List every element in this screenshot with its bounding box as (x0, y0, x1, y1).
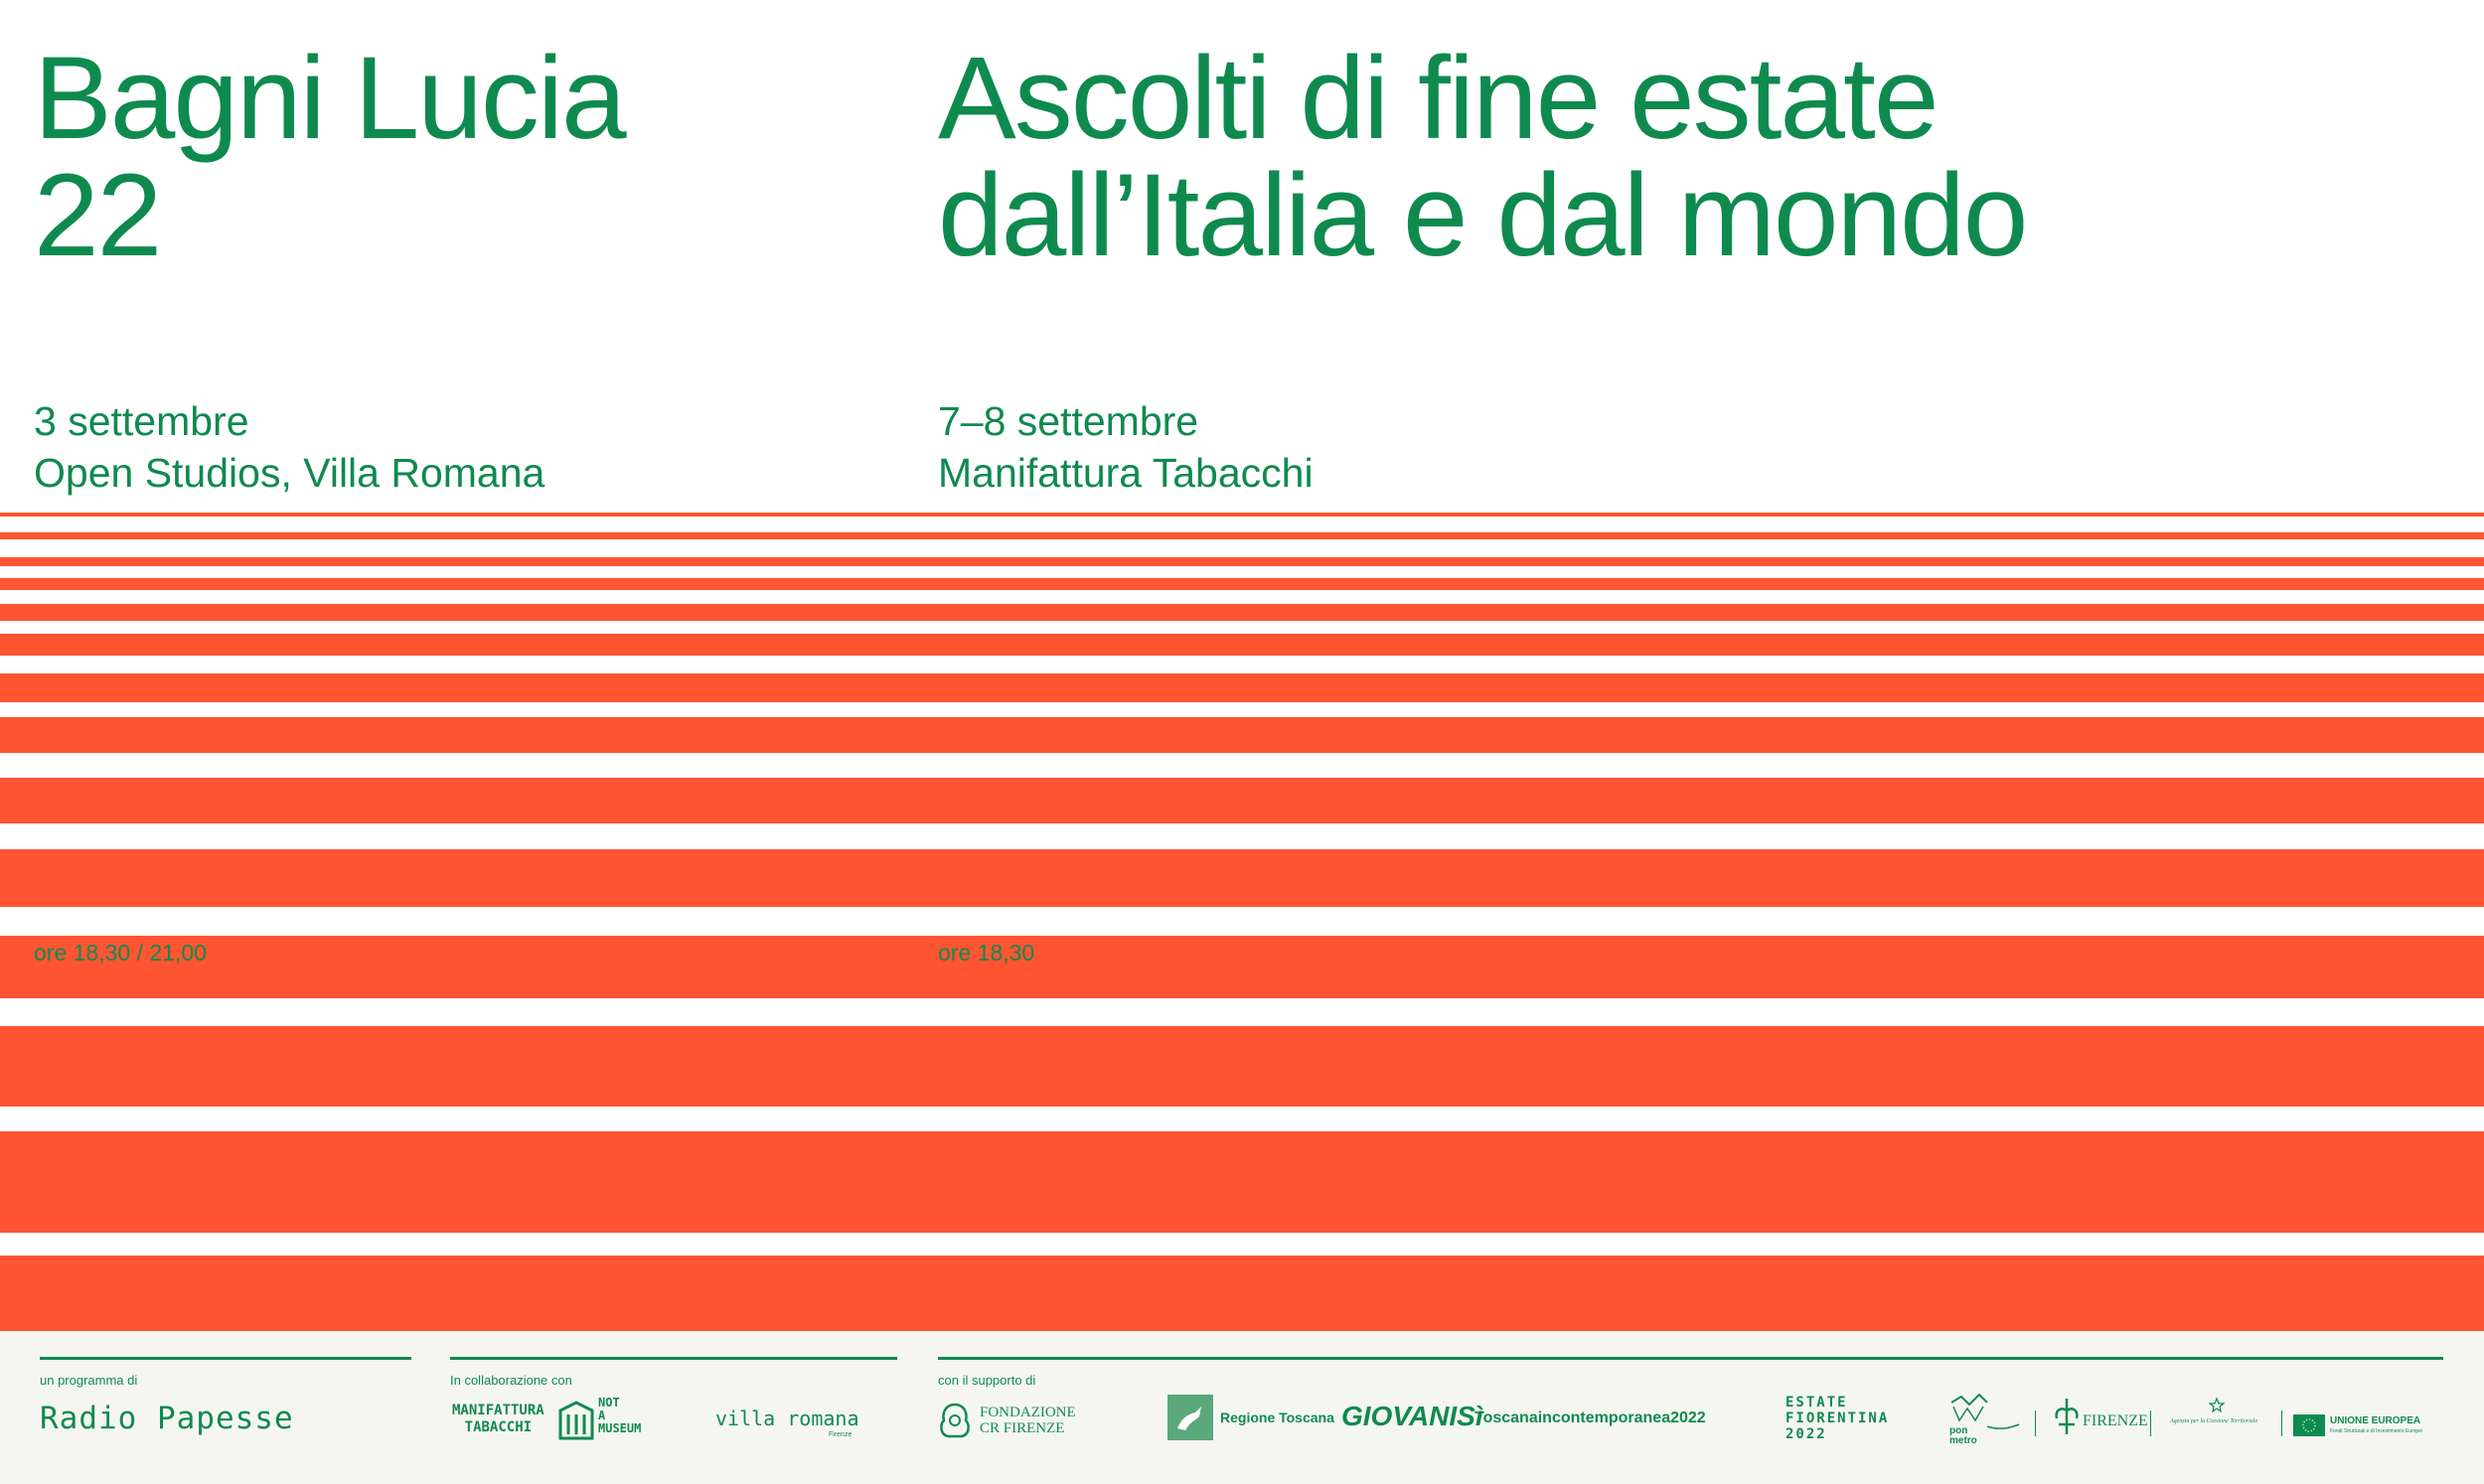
stripe (0, 1131, 2484, 1233)
right-title-line1: Ascolti di fine estate (938, 33, 1939, 164)
manifattura-tabacchi-logo: MANIFATTURA TABACCHI (452, 1403, 544, 1436)
program-label: un programma di (40, 1373, 138, 1388)
manifattura-logo-line1: MANIFATTURA (452, 1403, 544, 1418)
footer-separator (2150, 1410, 2151, 1436)
estate-line3: 2022 (1785, 1426, 1827, 1442)
collab-label: In collaborazione con (450, 1373, 572, 1388)
stripe (0, 1256, 2484, 1331)
left-venue: Open Studios, Villa Romana (34, 450, 545, 496)
stripe (0, 578, 2484, 590)
stripe (0, 778, 2484, 823)
fondazione-cr-firenze-logo: FONDAZIONE CR FIRENZE (980, 1405, 1076, 1436)
fondazione-line2: CR FIRENZE (980, 1420, 1065, 1436)
right-venue: Manifattura Tabacchi (938, 450, 1314, 496)
villa-romana-logo: villa romana (715, 1407, 859, 1430)
italian-emblem-icon (2209, 1397, 2225, 1413)
estate-fiorentina-logo: ESTATE FIORENTINA 2022 (1785, 1395, 1889, 1442)
left-title-line2: 22 (34, 150, 162, 281)
unione-europea-sub: Fondi Strutturali e di Investimento Euro… (2330, 1428, 2423, 1434)
right-title-line2: dall’Italia e dal mondo (938, 150, 2028, 281)
giovanisi-logo: GIOVANISì (1341, 1401, 1483, 1431)
estate-line1: ESTATE (1785, 1395, 1848, 1410)
footer-separator (2035, 1410, 2036, 1436)
radio-papesse-logo: Radio Papesse (40, 1401, 294, 1436)
stripe (0, 849, 2484, 907)
manifattura-logo-line2: TABACCHI (464, 1419, 533, 1435)
eu-stars-icon (2302, 1418, 2316, 1432)
stripe (0, 532, 2484, 539)
eu-flag-icon (2293, 1414, 2325, 1436)
footer-divider (450, 1357, 897, 1360)
not-a-museum-line2: A (598, 1409, 606, 1422)
florence-lily-icon (2055, 1399, 2079, 1434)
pon-metro-icon (1950, 1393, 2020, 1429)
agenzia-coesione-logo: Agenzia per la Coesione Territoriale (2170, 1418, 2258, 1424)
fondazione-cr-firenze-icon (940, 1403, 970, 1438)
regione-toscana-emblem (1167, 1395, 1213, 1440)
left-time: ore 18,30 / 21,00 (34, 940, 207, 965)
toscanaincontemporanea-logo: Toscanaincontemporanea2022 (1475, 1410, 1706, 1426)
stripe (0, 634, 2484, 656)
stripe-graphic (0, 507, 2484, 1331)
not-a-museum-icon (558, 1401, 594, 1440)
fondazione-line1: FONDAZIONE (980, 1405, 1076, 1420)
comune-firenze-logo: FIRENZE (2083, 1412, 2148, 1429)
stripe (0, 557, 2484, 566)
stripe (0, 936, 2484, 998)
stripe (0, 513, 2484, 517)
estate-line2: FIORENTINA (1785, 1410, 1890, 1426)
villa-romana-sub: Firenze (829, 1431, 853, 1438)
stripe (0, 604, 2484, 621)
not-a-museum-line1: NOT (598, 1396, 620, 1410)
pon-metro-logo: pon metro (1949, 1425, 1977, 1446)
footer-divider (938, 1357, 2443, 1360)
footer-separator (2281, 1410, 2282, 1436)
support-label: con il supporto di (938, 1373, 1036, 1388)
left-title-line1: Bagni Lucia (34, 33, 627, 164)
unione-europea-logo: UNIONE EUROPEA (2330, 1415, 2421, 1426)
regione-toscana-logo: Regione Toscana (1220, 1410, 1334, 1425)
left-date: 3 settembre (34, 398, 249, 444)
right-date: 7–8 settembre (938, 398, 1199, 444)
stripe (0, 717, 2484, 753)
pegasus-icon (1177, 1407, 1201, 1430)
footer-divider (40, 1357, 411, 1360)
stripe (0, 1026, 2484, 1107)
footer: un programma di In collaborazione con co… (0, 1331, 2484, 1484)
not-a-museum-line3: MUSEUM (598, 1421, 642, 1435)
not-a-museum-logo: NOT A MUSEUM (598, 1397, 641, 1435)
right-time: ore 18,30 (938, 940, 1035, 965)
stripe (0, 673, 2484, 702)
